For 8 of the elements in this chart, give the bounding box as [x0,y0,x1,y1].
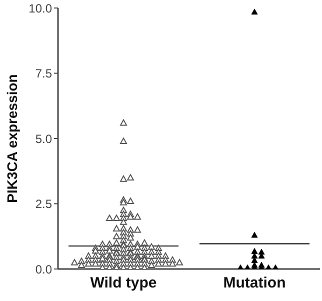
y-tick-label: 10.0 [28,1,52,16]
y-tick-label: 2.5 [35,197,52,212]
y-tick-label: 7.5 [35,66,52,81]
x-tick-label: Wild type [90,274,157,292]
x-tick-label: Mutation [223,274,286,292]
y-tick-label: 5.0 [35,132,52,146]
y-axis-title: PIK3CA expression [4,74,20,203]
y-tick-label: 0.0 [35,262,52,276]
